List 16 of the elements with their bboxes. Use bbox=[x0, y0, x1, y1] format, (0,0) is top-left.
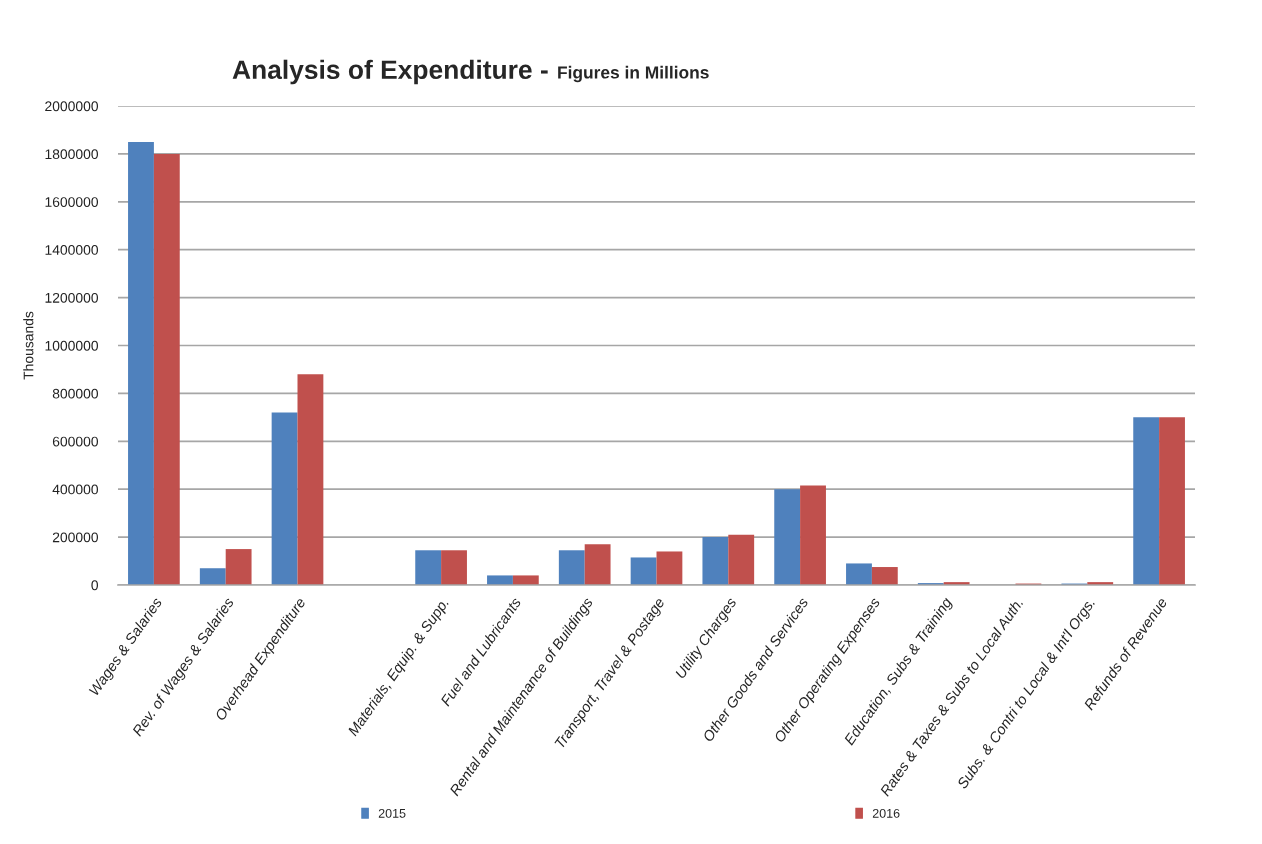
y-tick-label: 1200000 bbox=[45, 292, 99, 303]
y-tick-label: 1600000 bbox=[45, 197, 99, 207]
y-tick-label: 600000 bbox=[52, 436, 99, 447]
y-tick-label: 0 bbox=[91, 580, 99, 591]
legend-label: 2016 bbox=[872, 808, 900, 818]
legend-label: 2015 bbox=[378, 808, 406, 818]
y-tick-label: 1800000 bbox=[45, 149, 99, 160]
y-tick-label: 200000 bbox=[52, 532, 99, 543]
chart-title: Analysis of Expenditure - bbox=[232, 59, 548, 85]
y-tick-label: 1400000 bbox=[45, 245, 99, 255]
y-tick-label: 800000 bbox=[52, 388, 99, 399]
y-tick-label: 1000000 bbox=[45, 340, 99, 351]
y-tick-label: 400000 bbox=[52, 484, 99, 495]
chart-subtitle: Figures in Millions bbox=[558, 65, 709, 83]
y-tick-label: 2000000 bbox=[45, 101, 99, 112]
y-axis-title: Thousands bbox=[23, 311, 34, 380]
